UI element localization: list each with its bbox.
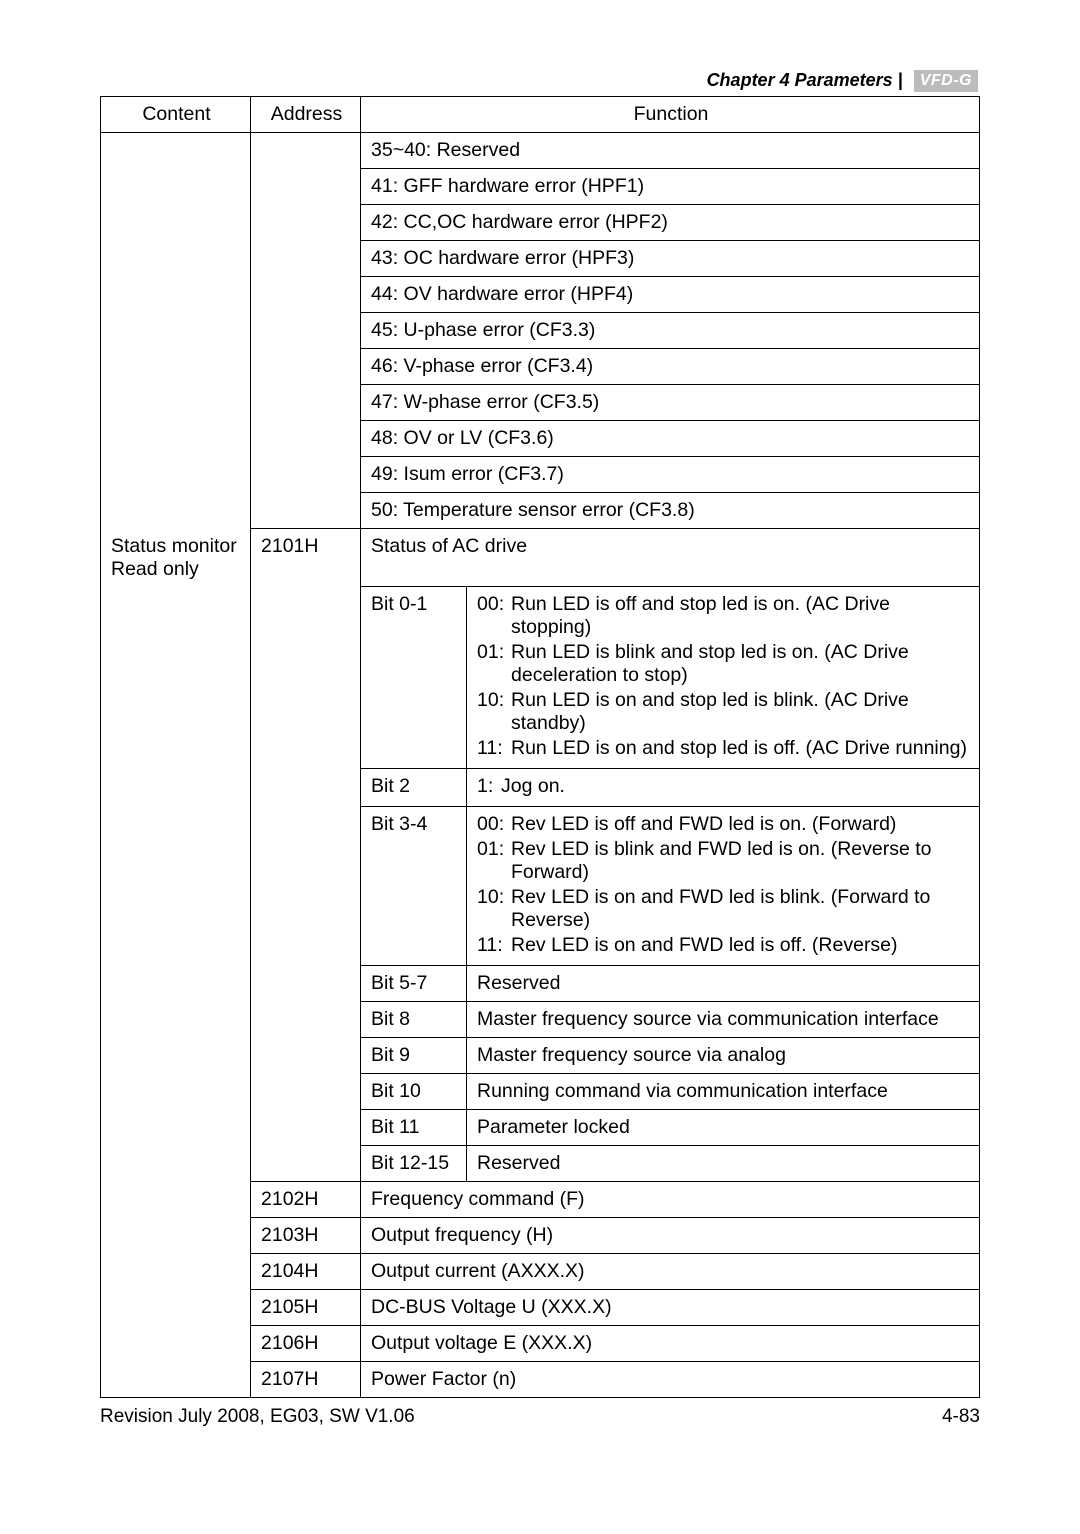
- col-address: Address: [251, 97, 361, 133]
- function-cell: 48: OV or LV (CF3.6): [361, 421, 980, 457]
- bit-description: 00:Rev LED is off and FWD led is on. (Fo…: [467, 807, 980, 966]
- table-row: Bit 5-7 Reserved: [101, 966, 980, 1002]
- table-row: 2106H Output voltage E (XXX.X): [101, 1326, 980, 1362]
- bit-description: 1:Jog on.: [467, 769, 980, 807]
- table-row: 2103H Output frequency (H): [101, 1218, 980, 1254]
- bit-label: Bit 10: [361, 1074, 467, 1110]
- table-row: 47: W-phase error (CF3.5): [101, 385, 980, 421]
- chapter-header: Chapter 4 Parameters | VFD-G: [100, 70, 980, 92]
- col-function: Function: [361, 97, 980, 133]
- function-cell: Output frequency (H): [361, 1218, 980, 1254]
- content-line2: Read only: [111, 558, 199, 580]
- bit-description: Master frequency source via analog: [467, 1038, 980, 1074]
- page: Chapter 4 Parameters | VFD-G Content Add…: [0, 0, 1080, 1534]
- address-cell: 2102H: [251, 1182, 361, 1218]
- table-row: Bit 9 Master frequency source via analog: [101, 1038, 980, 1074]
- table-header-row: Content Address Function: [101, 97, 980, 133]
- address-cell: 2105H: [251, 1290, 361, 1326]
- function-cell: 41: GFF hardware error (HPF1): [361, 169, 980, 205]
- function-cell: Power Factor (n): [361, 1362, 980, 1398]
- table-row: 49: Isum error (CF3.7): [101, 457, 980, 493]
- function-cell: Output current (AXXX.X): [361, 1254, 980, 1290]
- bit-description: Master frequency source via communicatio…: [467, 1002, 980, 1038]
- bit-label: Bit 2: [361, 769, 467, 807]
- footer-left: Revision July 2008, EG03, SW V1.06: [100, 1406, 415, 1428]
- product-badge: VFD-G: [914, 70, 978, 92]
- table-row: 50: Temperature sensor error (CF3.8): [101, 493, 980, 529]
- address-cell: 2106H: [251, 1326, 361, 1362]
- col-content: Content: [101, 97, 251, 133]
- address-cell: 2101H: [251, 529, 361, 587]
- bit-description: Parameter locked: [467, 1110, 980, 1146]
- table-row: Bit 0-1 00:Run LED is off and stop led i…: [101, 587, 980, 769]
- bit-label: Bit 8: [361, 1002, 467, 1038]
- table-row: 2102H Frequency command (F): [101, 1182, 980, 1218]
- chapter-label: Chapter 4 Parameters |: [707, 70, 903, 90]
- table-row: Bit 11 Parameter locked: [101, 1110, 980, 1146]
- table-row: 42: CC,OC hardware error (HPF2): [101, 205, 980, 241]
- address-cell-empty: [251, 133, 361, 169]
- table-row: 46: V-phase error (CF3.4): [101, 349, 980, 385]
- bit-label: Bit 9: [361, 1038, 467, 1074]
- bit-label: Bit 12-15: [361, 1146, 467, 1182]
- bit-description: 00:Run LED is off and stop led is on. (A…: [467, 587, 980, 769]
- table-row: 41: GFF hardware error (HPF1): [101, 169, 980, 205]
- bit-description: Running command via communication interf…: [467, 1074, 980, 1110]
- content-cell-empty: [101, 133, 251, 169]
- function-cell: 42: CC,OC hardware error (HPF2): [361, 205, 980, 241]
- function-cell: 43: OC hardware error (HPF3): [361, 241, 980, 277]
- function-cell: 49: Isum error (CF3.7): [361, 457, 980, 493]
- table-row: Status monitor Read only 2101H Status of…: [101, 529, 980, 587]
- function-cell: Output voltage E (XXX.X): [361, 1326, 980, 1362]
- table-row: 2104H Output current (AXXX.X): [101, 1254, 980, 1290]
- table-row: 45: U-phase error (CF3.3): [101, 313, 980, 349]
- bit-label: Bit 5-7: [361, 966, 467, 1002]
- footer-right: 4-83: [942, 1406, 980, 1428]
- table-row: 2107H Power Factor (n): [101, 1362, 980, 1398]
- content-cell: Status monitor Read only: [101, 529, 251, 587]
- page-footer: Revision July 2008, EG03, SW V1.06 4-83: [100, 1406, 980, 1428]
- table-row: Bit 10 Running command via communication…: [101, 1074, 980, 1110]
- function-cell: 35~40: Reserved: [361, 133, 980, 169]
- bit-label: Bit 0-1: [361, 587, 467, 769]
- function-cell: Frequency command (F): [361, 1182, 980, 1218]
- table-row: 44: OV hardware error (HPF4): [101, 277, 980, 313]
- bit-description: Reserved: [467, 966, 980, 1002]
- function-cell: Status of AC drive: [361, 529, 980, 587]
- table-row: 43: OC hardware error (HPF3): [101, 241, 980, 277]
- function-cell: 50: Temperature sensor error (CF3.8): [361, 493, 980, 529]
- table-row: Bit 2 1:Jog on.: [101, 769, 980, 807]
- address-cell: 2107H: [251, 1362, 361, 1398]
- bit-description: Reserved: [467, 1146, 980, 1182]
- function-cell: 44: OV hardware error (HPF4): [361, 277, 980, 313]
- bit-label: Bit 3-4: [361, 807, 467, 966]
- function-cell: 46: V-phase error (CF3.4): [361, 349, 980, 385]
- function-cell: DC-BUS Voltage U (XXX.X): [361, 1290, 980, 1326]
- function-cell: 47: W-phase error (CF3.5): [361, 385, 980, 421]
- table-row: 35~40: Reserved: [101, 133, 980, 169]
- table-row: Bit 12-15 Reserved: [101, 1146, 980, 1182]
- content-line1: Status monitor: [111, 535, 237, 557]
- table-row: 2105H DC-BUS Voltage U (XXX.X): [101, 1290, 980, 1326]
- address-cell: 2104H: [251, 1254, 361, 1290]
- address-cell: 2103H: [251, 1218, 361, 1254]
- table-row: Bit 3-4 00:Rev LED is off and FWD led is…: [101, 807, 980, 966]
- bit-label: Bit 11: [361, 1110, 467, 1146]
- function-cell: 45: U-phase error (CF3.3): [361, 313, 980, 349]
- parameters-table: Content Address Function 35~40: Reserved…: [100, 96, 980, 1398]
- table-row: 48: OV or LV (CF3.6): [101, 421, 980, 457]
- table-row: Bit 8 Master frequency source via commun…: [101, 1002, 980, 1038]
